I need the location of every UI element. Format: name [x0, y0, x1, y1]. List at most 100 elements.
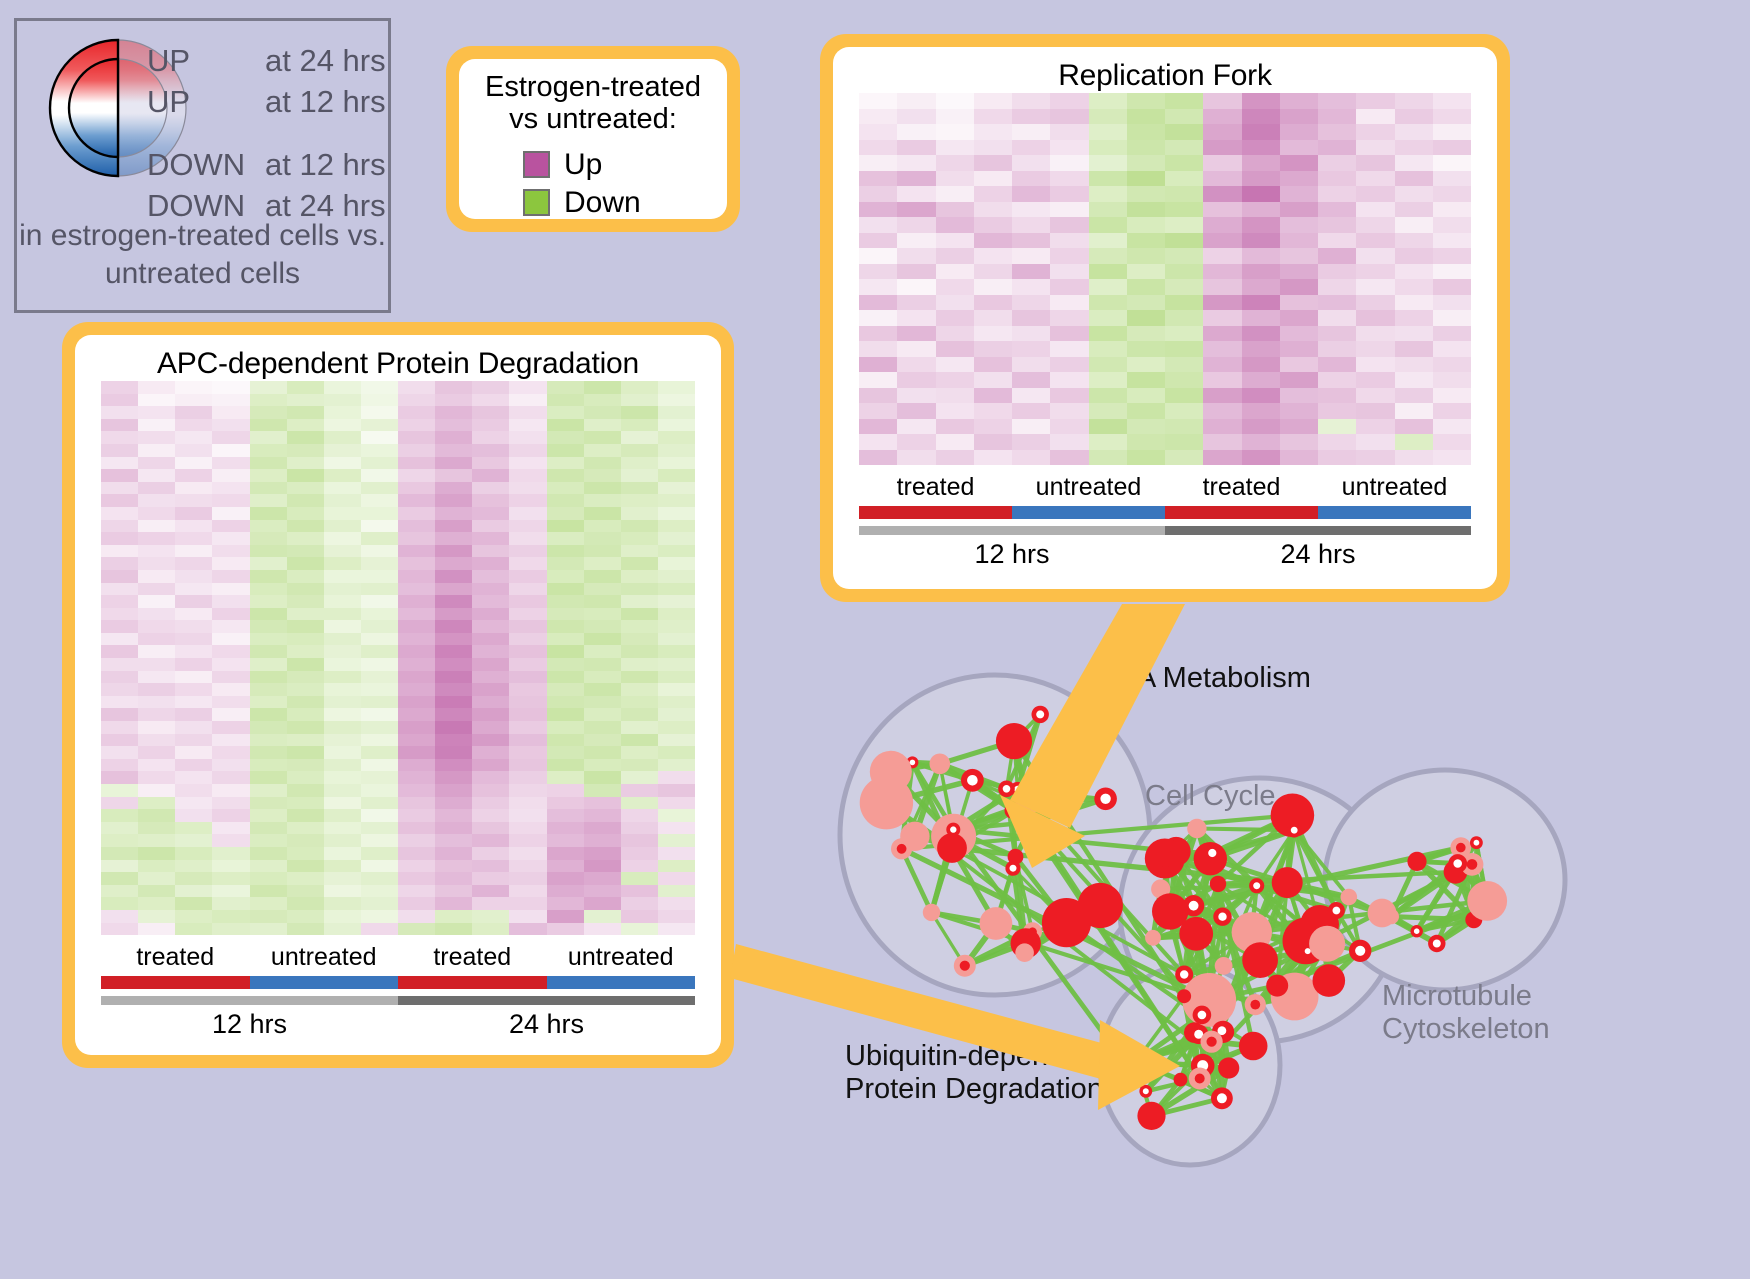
heatmap-cell	[323, 456, 361, 470]
heatmap-cell	[398, 721, 436, 734]
network-node[interactable]	[1218, 1057, 1240, 1079]
network-node[interactable]	[1173, 1072, 1188, 1087]
node-core	[1188, 900, 1199, 911]
network-node[interactable]	[1022, 812, 1042, 832]
network-node[interactable]	[1450, 837, 1472, 858]
network-node[interactable]	[1177, 989, 1192, 1004]
network-node[interactable]	[1470, 836, 1483, 850]
heatmap-cell	[546, 494, 584, 507]
network-node[interactable]	[1214, 957, 1233, 975]
network-node[interactable]	[1015, 943, 1034, 962]
network-node[interactable]	[1249, 878, 1265, 894]
heatmap-cell	[249, 796, 287, 810]
network-node[interactable]	[1004, 802, 1022, 819]
network-node[interactable]	[1077, 882, 1123, 929]
network-node[interactable]	[1157, 850, 1175, 868]
network-node[interactable]	[1460, 853, 1484, 876]
heatmap-cell	[472, 784, 510, 797]
heatmap-cell	[249, 859, 287, 873]
network-node[interactable]	[1187, 818, 1207, 839]
network-node[interactable]	[1340, 888, 1358, 906]
heatmap-cell	[1012, 124, 1051, 140]
network-node[interactable]	[1209, 875, 1227, 893]
network-node[interactable]	[1070, 769, 1093, 792]
heatmap-cell	[859, 232, 898, 248]
heatmap-cell	[101, 557, 139, 570]
heatmap-cell	[249, 872, 287, 885]
network-node[interactable]	[1367, 898, 1397, 928]
heatmap-cell	[1203, 93, 1242, 109]
heatmap-cell	[398, 670, 436, 684]
network-node[interactable]	[946, 822, 961, 837]
network-node[interactable]	[1448, 854, 1468, 873]
network-node[interactable]	[1145, 929, 1161, 946]
network-node[interactable]	[1151, 879, 1171, 899]
heatmap-cell	[249, 544, 287, 558]
network-node[interactable]	[937, 833, 967, 863]
timepoint-label: 12 hrs	[974, 539, 1050, 569]
network-node[interactable]	[995, 723, 1033, 760]
network-node[interactable]	[929, 753, 951, 775]
network-node[interactable]	[1139, 1084, 1153, 1098]
heatmap-cell	[546, 834, 584, 847]
heatmap-cell	[101, 859, 139, 873]
network-node[interactable]	[1407, 851, 1427, 871]
heatmap-row	[101, 695, 695, 709]
network-node[interactable]	[869, 750, 912, 793]
heatmap-cell	[1356, 325, 1395, 341]
heatmap-cell	[1088, 356, 1127, 372]
network-node[interactable]	[1192, 1005, 1212, 1025]
network-node[interactable]	[1179, 916, 1214, 951]
network-node[interactable]	[979, 907, 1013, 940]
network-node[interactable]	[1244, 994, 1266, 1016]
network-node[interactable]	[1005, 860, 1021, 876]
network-node[interactable]	[1213, 907, 1232, 926]
network-node[interactable]	[1118, 1043, 1154, 1080]
heatmap-cell	[973, 155, 1012, 171]
heatmap-cell	[1279, 93, 1318, 109]
heatmap-cell	[1050, 217, 1089, 233]
network-node[interactable]	[1242, 942, 1278, 978]
network-node[interactable]	[1137, 1101, 1166, 1130]
network-node[interactable]	[1467, 881, 1508, 921]
network-node[interactable]	[1031, 705, 1049, 724]
network-node[interactable]	[961, 768, 984, 792]
network-node[interactable]	[1271, 867, 1303, 899]
network-node[interactable]	[1238, 1031, 1268, 1061]
network-node[interactable]	[1270, 793, 1315, 838]
network-node[interactable]	[1188, 1067, 1211, 1090]
heatmap-cell	[509, 784, 547, 797]
network-edge	[1275, 882, 1290, 986]
network-node[interactable]	[1175, 965, 1194, 984]
network-node[interactable]	[1428, 934, 1446, 953]
heatmap-cell	[1012, 201, 1051, 217]
network-node[interactable]	[1286, 822, 1302, 838]
cluster-label-ubiquitin-degradation: Ubiquitin-dependent Protein Degradation	[845, 1040, 1105, 1106]
network-node[interactable]	[998, 780, 1015, 798]
network-node[interactable]	[1309, 925, 1346, 962]
network-node[interactable]	[1203, 844, 1222, 862]
heatmap-cell	[935, 434, 974, 450]
network-node[interactable]	[953, 954, 976, 977]
network-node[interactable]	[1040, 766, 1072, 798]
network-node[interactable]	[1094, 787, 1117, 811]
network-node[interactable]	[1200, 1030, 1223, 1053]
heatmap-cell	[935, 155, 974, 171]
node-core	[1197, 1010, 1207, 1020]
network-node[interactable]	[891, 838, 913, 860]
node-core	[1009, 864, 1017, 872]
network-node[interactable]	[1327, 902, 1345, 919]
heatmap-cell	[435, 708, 473, 722]
treatment-bar-segment	[249, 976, 398, 990]
network-node[interactable]	[1211, 1087, 1233, 1110]
heatmap-cell	[1356, 434, 1395, 450]
heatmap-cell	[398, 381, 436, 394]
network-node[interactable]	[922, 903, 941, 922]
network-node[interactable]	[1152, 893, 1189, 930]
heatmap-row	[101, 708, 695, 722]
heatmap-cell	[620, 821, 658, 835]
network-node[interactable]	[1266, 974, 1289, 997]
network-node[interactable]	[1312, 964, 1346, 997]
network-node[interactable]	[1410, 925, 1423, 938]
network-node[interactable]	[1349, 939, 1372, 962]
